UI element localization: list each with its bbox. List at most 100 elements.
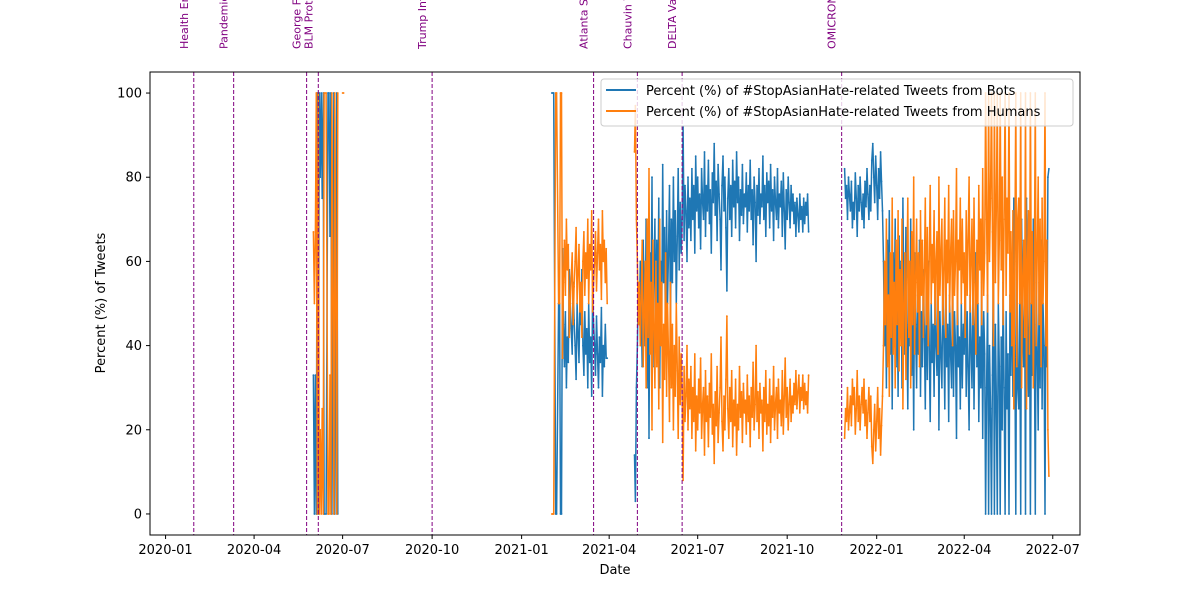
data-point [679, 201, 682, 204]
data-point [778, 193, 781, 196]
data-point [721, 184, 723, 187]
data-point [780, 180, 783, 183]
data-point [699, 357, 702, 360]
data-point [649, 353, 651, 355]
data-point [739, 189, 742, 191]
data-point [946, 281, 949, 284]
data-point [967, 365, 969, 368]
data-point [1039, 386, 1041, 389]
data-point [885, 218, 888, 221]
data-point [861, 386, 863, 389]
data-point [678, 336, 681, 339]
event-label: Chauvin Verdict [621, 0, 634, 49]
data-point [947, 420, 950, 423]
data-point [313, 302, 316, 305]
data-point [966, 311, 969, 313]
data-point [912, 428, 915, 431]
data-point [1010, 374, 1012, 376]
data-point [976, 365, 978, 368]
data-point [668, 184, 671, 187]
data-point [936, 231, 938, 233]
data-point [1038, 323, 1040, 326]
data-point [902, 197, 904, 200]
data-point [863, 378, 865, 381]
data-point [806, 412, 809, 414]
data-point [729, 184, 732, 187]
data-point [974, 281, 976, 284]
data-point [643, 311, 646, 313]
data-point [590, 395, 593, 397]
data-point [750, 218, 753, 221]
data-point [713, 142, 716, 145]
data-point [1004, 513, 1006, 515]
y-tick-label: 40 [125, 339, 142, 354]
data-point [761, 399, 763, 402]
data-point [684, 184, 686, 187]
data-point [667, 252, 670, 254]
data-point [651, 176, 653, 179]
data-point [881, 395, 884, 397]
data-point [953, 311, 956, 313]
data-point [907, 336, 910, 339]
data-point [676, 235, 679, 238]
data-point [1010, 231, 1012, 233]
data-point [759, 222, 761, 225]
data-point [731, 445, 734, 448]
data-point [314, 374, 317, 376]
data-point [1030, 302, 1033, 305]
data-point [988, 260, 991, 263]
data-point [648, 167, 650, 170]
data-point [755, 344, 757, 347]
data-point [560, 513, 563, 515]
data-point [969, 311, 971, 313]
data-point [562, 281, 565, 284]
data-point [769, 441, 772, 444]
data-point [875, 420, 878, 423]
data-point [871, 462, 874, 465]
data-point [746, 374, 749, 376]
data-point [639, 260, 642, 263]
data-point [642, 365, 645, 368]
data-point [985, 386, 988, 389]
data-point [577, 273, 579, 275]
data-point [896, 323, 898, 326]
data-point [717, 441, 719, 444]
data-point [756, 420, 758, 423]
data-point [971, 218, 973, 221]
data-point [758, 167, 760, 170]
data-point [565, 386, 568, 389]
data-point [728, 218, 731, 221]
data-point [894, 218, 897, 221]
plot-frame [149, 71, 1081, 536]
data-point [313, 513, 316, 515]
data-point [794, 201, 796, 204]
data-point [670, 386, 673, 389]
data-point [986, 311, 989, 313]
data-point [792, 193, 794, 196]
y-tick-label: 100 [117, 87, 142, 102]
data-point [719, 218, 721, 221]
data-point [701, 201, 704, 204]
data-point [691, 386, 694, 389]
data-point [742, 382, 745, 385]
data-point [776, 167, 779, 170]
data-point [771, 416, 774, 418]
data-point [583, 374, 585, 376]
data-point [698, 412, 701, 414]
data-point [565, 218, 568, 221]
data-point [1012, 407, 1015, 410]
data-point [1035, 344, 1038, 347]
data-point [599, 361, 602, 364]
data-point [1011, 344, 1013, 347]
data-point [691, 167, 693, 170]
data-point [860, 201, 862, 204]
data-point [725, 226, 727, 229]
data-point [919, 395, 922, 397]
data-point [915, 386, 918, 389]
data-point [941, 323, 944, 326]
data-point [325, 92, 327, 94]
data-point [552, 92, 555, 94]
data-point [912, 176, 915, 179]
data-point [852, 403, 855, 406]
data-point [693, 252, 696, 254]
